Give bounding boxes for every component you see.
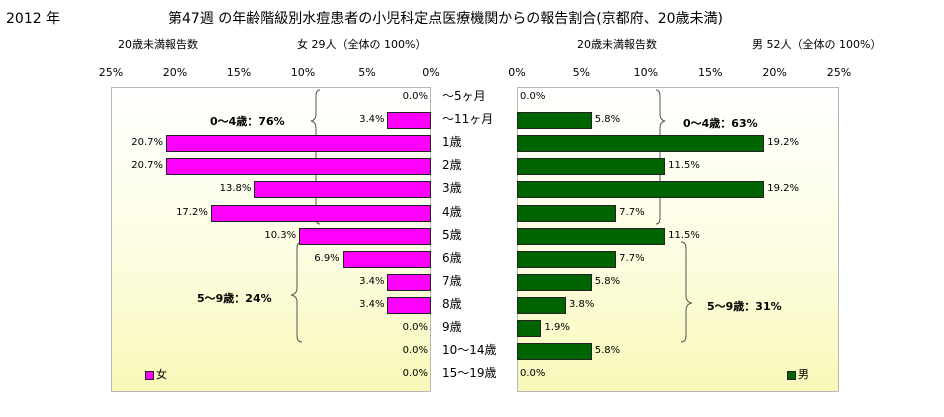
- male-bar: [517, 204, 617, 222]
- male-data-label: 1.9%: [544, 322, 570, 333]
- male-data-label: 11.5%: [668, 160, 700, 172]
- female-data-label: 20.7%: [131, 160, 164, 172]
- category-label: 8歳: [442, 296, 462, 311]
- female-data-label: 13.8%: [219, 183, 252, 195]
- category-label: 9歳: [442, 320, 462, 334]
- female-tick-label: 25%: [98, 66, 124, 79]
- male-tick-label: 25%: [826, 66, 852, 79]
- female-tick-label: 5%: [358, 66, 376, 79]
- male-tick-label: 20%: [762, 66, 787, 79]
- male-bar: [517, 343, 592, 361]
- male-data-label: 3.8%: [568, 298, 595, 310]
- female-data-label: 10.3%: [264, 229, 297, 241]
- female-data-label: 0.0%: [402, 322, 428, 333]
- category-label: ～11ヶ月: [442, 112, 494, 127]
- male-bar: [517, 135, 765, 153]
- male-data-label: 0.0%: [520, 91, 546, 102]
- male-bar: [517, 250, 617, 268]
- female-legend-swatch: [145, 370, 154, 380]
- category-label: 4歳: [442, 204, 462, 219]
- male-data-label: 11.5%: [668, 229, 700, 241]
- male-data-label: 0.0%: [520, 368, 546, 380]
- male-brace-0-4: [655, 89, 666, 225]
- female-tick-label: 20%: [162, 66, 188, 79]
- male-legend-label: 男: [798, 368, 809, 381]
- female-subtitle-total: 女 29人（全体の 100%）: [297, 38, 427, 51]
- female-data-label: 0.0%: [402, 91, 428, 102]
- female-bar: [387, 112, 431, 130]
- male-data-label: 5.8%: [594, 275, 621, 287]
- male-bar: [517, 296, 566, 314]
- male-data-label: 19.2%: [767, 137, 800, 149]
- male-summary-5-9: 5～9歳：31%: [707, 300, 782, 313]
- category-label: 10～14歳: [442, 343, 497, 358]
- female-bar: [299, 227, 431, 245]
- female-data-label: 0.0%: [402, 345, 428, 357]
- female-tick-label: 15%: [226, 66, 252, 79]
- male-data-label: 5.8%: [594, 345, 621, 357]
- male-tick-label: 10%: [633, 66, 659, 79]
- male-bar: [517, 273, 592, 291]
- male-subtitle-count-label: 20歳未満報告数: [577, 38, 657, 51]
- male-brace-5-9: [680, 241, 693, 343]
- category-label: 5歳: [442, 227, 462, 242]
- female-bar: [387, 273, 431, 291]
- female-data-label: 3.4%: [359, 114, 385, 126]
- category-label: 2歳: [442, 158, 462, 173]
- category-label: ～5ヶ月: [442, 89, 486, 103]
- chart-year-title: 2012 年: [6, 11, 61, 27]
- female-data-label: 3.4%: [359, 298, 385, 310]
- female-tick-label: 10%: [290, 66, 316, 79]
- male-bar: [517, 181, 765, 199]
- female-brace-5-9: [290, 241, 303, 343]
- male-tick-label: 15%: [697, 66, 723, 79]
- female-data-label: 17.2%: [176, 206, 208, 218]
- male-data-label: 7.7%: [619, 206, 645, 218]
- female-bar: [210, 204, 431, 222]
- category-label: 1歳: [442, 135, 462, 150]
- female-bar: [342, 250, 431, 268]
- male-legend: 男: [787, 366, 809, 382]
- male-data-label: 19.2%: [767, 183, 800, 195]
- female-bar: [166, 158, 431, 176]
- male-legend-swatch: [787, 370, 796, 380]
- male-bar: [517, 158, 666, 176]
- male-data-label: 7.7%: [619, 252, 645, 264]
- female-summary-5-9: 5～9歳：24%: [197, 292, 272, 305]
- male-subtitle-total: 男 52人（全体の 100%）: [752, 38, 882, 51]
- male-bar: [517, 227, 666, 245]
- female-bar: [387, 296, 431, 314]
- category-label: 3歳: [442, 181, 462, 196]
- female-legend-label: 女: [156, 368, 167, 381]
- male-tick-label: 0%: [508, 66, 526, 79]
- female-bar: [166, 135, 431, 153]
- female-tick-label: 0%: [422, 66, 440, 79]
- male-summary-0-4: 0～4歳：63%: [683, 117, 758, 130]
- category-label: 7歳: [442, 273, 462, 288]
- female-subtitle-count-label: 20歳未満報告数: [118, 38, 198, 51]
- male-tick-label: 5%: [572, 66, 591, 79]
- category-label: 6歳: [442, 250, 462, 265]
- female-data-label: 0.0%: [402, 368, 428, 380]
- female-data-label: 20.7%: [131, 137, 164, 149]
- chart-main-title: 第47週 の年齢階級別水痘患者の小児科定点医療機関からの報告割合(京都府、20歳…: [168, 11, 724, 27]
- category-label: 15～19歳: [442, 366, 497, 381]
- male-data-label: 5.8%: [594, 114, 621, 126]
- male-bar: [517, 320, 542, 337]
- female-data-label: 3.4%: [359, 275, 385, 287]
- female-data-label: 6.9%: [314, 252, 340, 264]
- female-bar: [254, 181, 431, 199]
- female-summary-0-4: 0～4歳：76%: [210, 115, 285, 128]
- male-bar: [517, 112, 592, 130]
- female-legend: 女: [145, 366, 167, 382]
